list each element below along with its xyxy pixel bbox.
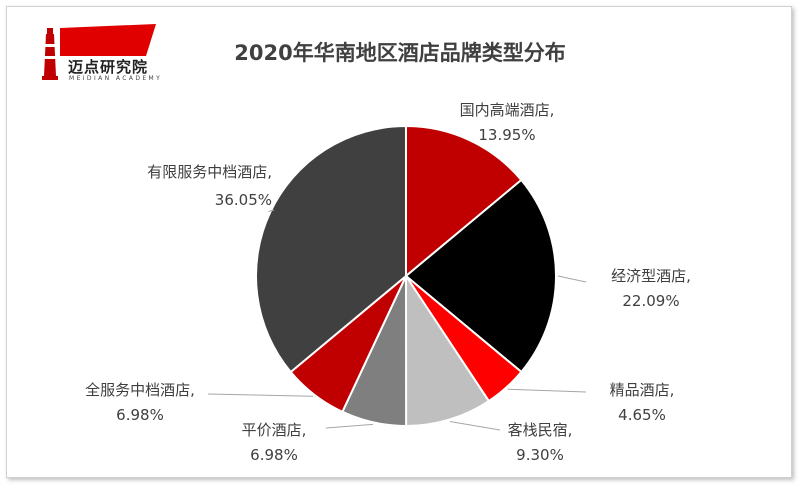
pie-slice	[255, 124, 407, 374]
leader-line	[325, 423, 374, 429]
data-label-category: 有限服务中档酒店	[147, 163, 268, 181]
logo-text: 迈点研究院	[68, 58, 149, 76]
data-label-value: 6.98%	[116, 406, 164, 424]
brand-logo	[42, 24, 156, 80]
leader-line	[507, 388, 587, 393]
data-label-pingjia: 平价酒店, 6.98%	[224, 418, 324, 468]
chart-title: 2020年华南地区酒店品牌类型分布	[234, 41, 566, 65]
data-label-value: 22.09%	[622, 292, 680, 310]
data-label-value: 36.05%	[214, 191, 272, 209]
data-label-category: 国内高端酒店,	[459, 101, 555, 119]
data-label-category: 全服务中档酒店,	[85, 381, 195, 399]
data-label-value: 9.30%	[516, 446, 564, 464]
logo-subtitle: MEIDIAN ACADEMY	[69, 75, 163, 82]
data-label-value: 6.98%	[250, 446, 298, 464]
leader-line	[557, 275, 587, 283]
pie-slice	[404, 178, 557, 374]
leader-line	[268, 209, 275, 212]
data-label-category: 经济型酒店,	[611, 267, 691, 285]
data-label-value: 4.65%	[618, 406, 666, 424]
lighthouse-icon	[42, 28, 58, 80]
data-label-youxianfuwu-zhongdang: 有限服务中档酒店, 36.05%	[126, 158, 272, 214]
pie-slice	[405, 124, 523, 279]
leader-line	[207, 393, 314, 397]
logo-banner	[60, 24, 156, 56]
pie-slice	[404, 272, 491, 428]
leader-line	[449, 421, 501, 431]
data-label-category: 精品酒店,	[609, 381, 675, 399]
data-label-separator: ,	[267, 163, 272, 181]
data-label-quanfuwu-zhongdang: 全服务中档酒店, 6.98%	[70, 378, 210, 428]
data-label-jingjixing: 经济型酒店, 22.09%	[586, 264, 716, 314]
data-label-jingpin: 精品酒店, 4.65%	[587, 378, 697, 428]
data-label-kezhan-minsu: 客栈民宿, 9.30%	[490, 418, 590, 468]
data-label-value: 13.95%	[478, 126, 536, 144]
data-label-category: 平价酒店,	[241, 421, 307, 439]
data-label-category: 客栈民宿,	[507, 421, 573, 439]
data-label-guonei-gaoduan: 国内高端酒店, 13.95%	[432, 98, 582, 148]
